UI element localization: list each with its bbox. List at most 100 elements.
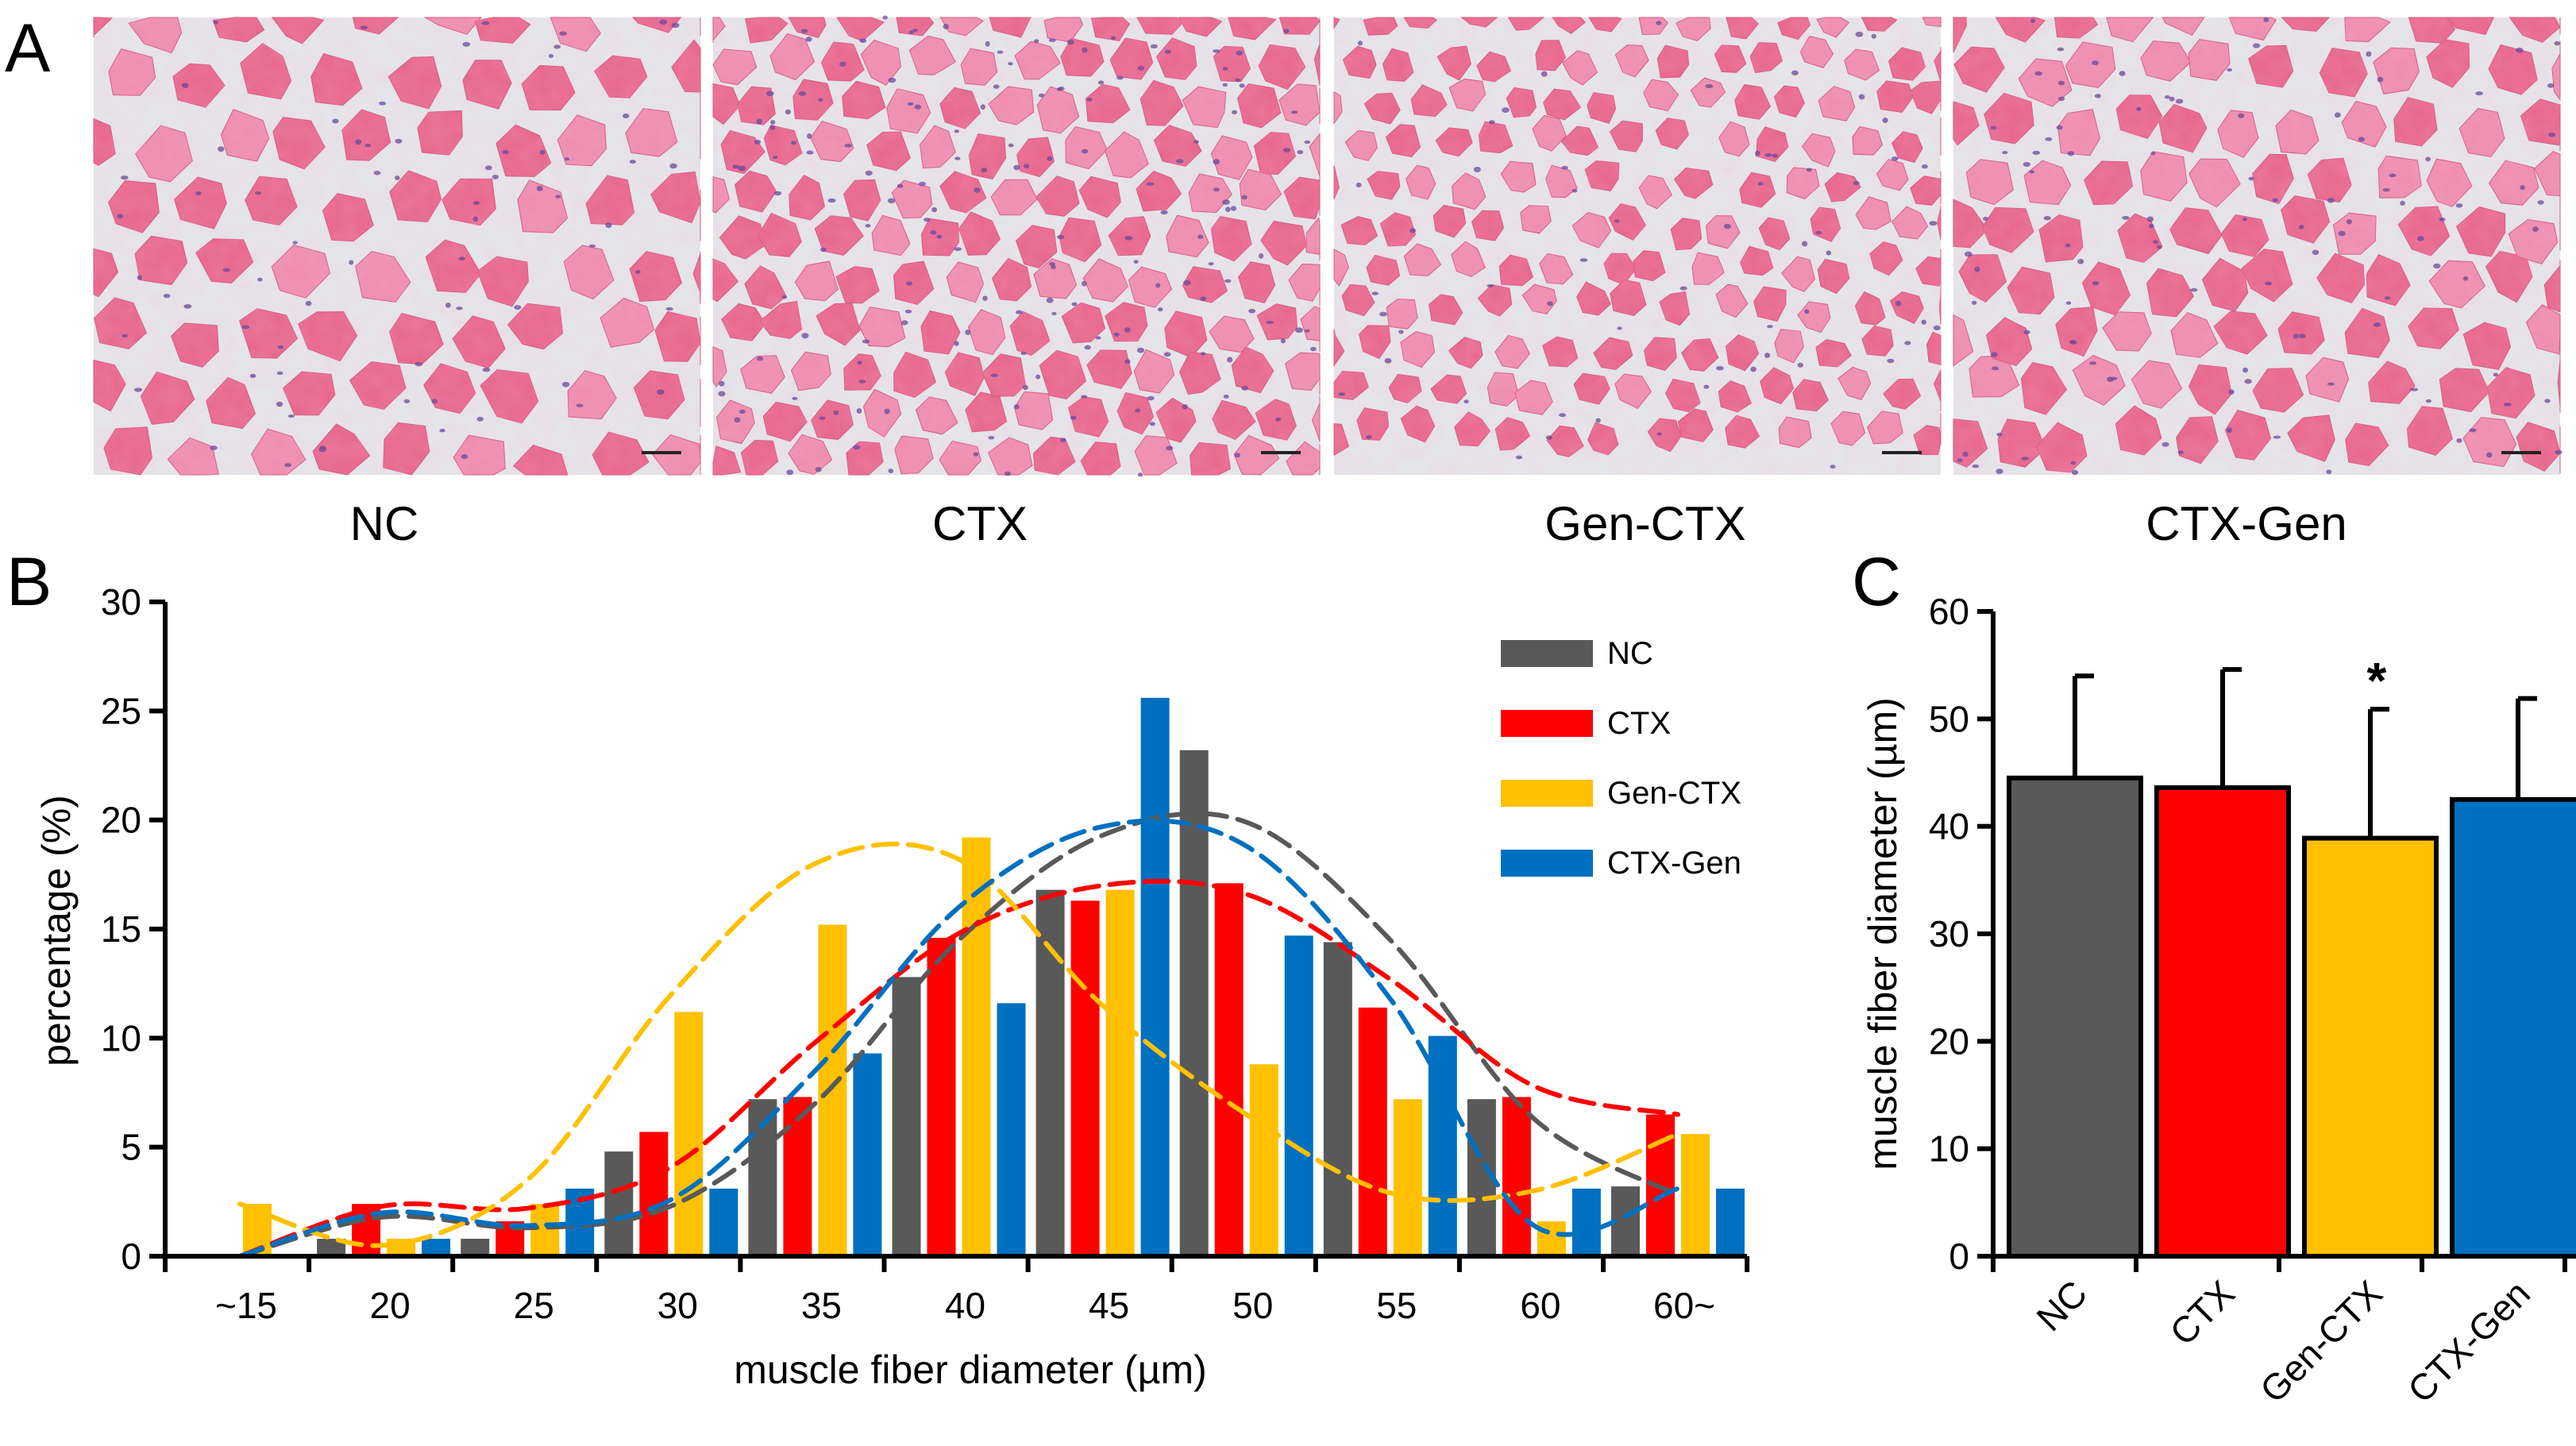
nucleus [1971,300,1977,305]
nucleus [2002,151,2008,155]
nucleus [2238,113,2245,118]
nucleus [1057,234,1065,240]
nucleus [2067,151,2075,156]
nucleus [277,345,284,349]
nucleus [719,380,725,387]
nucleus [349,260,354,265]
bar-nc-40 [892,977,921,1256]
nucleus [954,129,959,133]
bar-gen-ctx-60 [1537,1221,1566,1256]
nucleus [833,410,839,415]
bar-nc-20 [317,1239,346,1256]
nucleus [1830,465,1836,469]
nucleus [1124,235,1133,241]
nucleus [2384,296,2391,300]
nucleus [2358,137,2366,142]
nucleus [857,361,862,365]
tissue-texture [1953,17,2560,475]
nucleus [1409,228,1417,233]
nucleus [1855,31,1864,37]
nucleus [718,391,726,397]
nucleus [2065,243,2071,248]
nucleus [2043,216,2051,221]
bar-nc-55 [1323,942,1352,1256]
nucleus [2439,217,2446,222]
nucleus [2547,83,2555,88]
nucleus [1200,352,1206,356]
nucleus [548,54,553,59]
nucleus [1972,464,1980,469]
y-tick-label: 10 [101,1017,141,1058]
nucleus [781,295,788,299]
nucleus [2486,452,2493,458]
nucleus [553,44,561,49]
panel-label-c: C [1852,544,1901,620]
nucleus [806,133,812,139]
nucleus [801,333,809,339]
nucleus [906,281,913,286]
nucleus [2273,435,2281,439]
nucleus [564,157,570,161]
nucleus [1230,206,1237,211]
nucleus [665,307,673,311]
nucleus [2057,96,2065,102]
nucleus [2119,71,2126,76]
nucleus [1082,47,1088,53]
nucleus [1097,80,1105,85]
nucleus [1241,195,1248,200]
trend-line-gen-ctx [237,841,1680,1248]
nucleus [395,138,403,144]
nucleus [858,380,866,384]
nucleus [218,146,225,152]
nucleus [907,102,914,106]
nucleus [2493,372,2499,377]
nucleus [2190,287,2198,292]
nucleus [1035,374,1041,380]
nucleus [1200,296,1206,302]
nucleus [2023,162,2031,167]
nucleus [1071,302,1078,307]
nucleus [287,414,295,418]
legend-label-nc: NC [1607,636,1653,671]
nucleus [2425,156,2431,162]
y-tick-label: 50 [1929,698,1969,739]
nucleus [943,23,949,29]
nucleus [859,38,867,44]
nucleus [1996,469,2003,474]
nucleus [1982,216,1989,222]
nucleus [884,408,890,415]
nucleus [897,183,904,188]
x-tick-label-50: 50 [1232,1285,1273,1326]
nucleus [908,30,914,34]
bar-ctx-35 [783,1097,812,1256]
nucleus [1804,309,1810,314]
nucleus [403,399,411,403]
nucleus [1241,385,1249,391]
y-axis-ticks: 0 10 20 30 40 50 60 [1929,591,1993,1277]
nucleus [1921,319,1926,325]
nucleus [1545,435,1552,440]
nucleus [2153,240,2159,244]
fiber-cells [93,17,701,476]
nucleus [1595,418,1601,423]
nucleus [756,118,763,125]
nucleus [1964,251,1972,257]
y-tick-label: 10 [1929,1128,1969,1170]
nucleus [2021,457,2029,461]
x-tick-label-40: 40 [945,1285,985,1326]
nucleus [2554,40,2560,46]
nucleus [1579,258,1588,262]
nucleus [738,165,746,172]
nucleus [379,101,386,106]
nucleus [458,256,465,261]
bar-gen-ctx [2302,835,2439,1259]
nucleus [732,164,740,169]
nucleus [276,401,283,407]
nucleus [1155,283,1161,288]
nucleus [360,25,368,30]
nucleus [1723,223,1731,229]
nucleus [988,436,995,440]
nucleus [1547,301,1553,307]
nucleus [1137,472,1143,477]
